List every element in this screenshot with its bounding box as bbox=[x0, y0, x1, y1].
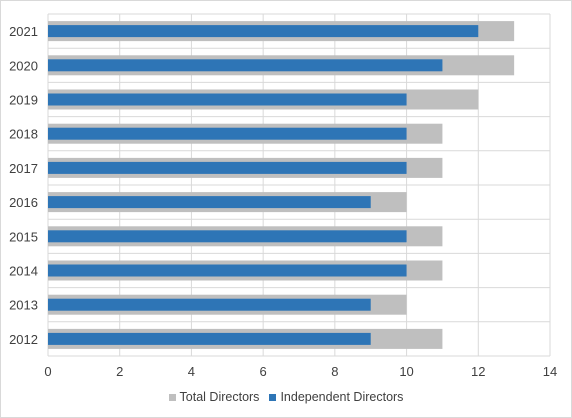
bar-independent-directors bbox=[48, 196, 371, 209]
bar-independent-directors bbox=[48, 264, 407, 277]
legend-item-independent: Independent Directors bbox=[269, 390, 403, 404]
y-tick-label: 2015 bbox=[9, 229, 38, 244]
y-tick-label: 2018 bbox=[9, 127, 38, 142]
y-tick-label: 2019 bbox=[9, 93, 38, 108]
x-tick-label: 4 bbox=[188, 364, 195, 379]
legend: Total Directors Independent Directors bbox=[0, 390, 572, 404]
bar-independent-directors bbox=[48, 230, 407, 243]
x-tick-label: 6 bbox=[260, 364, 267, 379]
y-tick-label: 2013 bbox=[9, 298, 38, 313]
y-tick-label: 2012 bbox=[9, 332, 38, 347]
legend-swatch-independent bbox=[269, 393, 277, 401]
x-tick-label: 2 bbox=[116, 364, 123, 379]
legend-label-independent: Independent Directors bbox=[280, 390, 404, 404]
legend-item-total: Total Directors bbox=[168, 390, 260, 404]
legend-swatch-total bbox=[168, 393, 176, 401]
bar-independent-directors bbox=[48, 59, 443, 72]
bar-independent-directors bbox=[48, 25, 479, 38]
y-tick-label: 2014 bbox=[9, 264, 38, 279]
bar-independent-directors bbox=[48, 161, 407, 174]
x-tick-label: 0 bbox=[44, 364, 51, 379]
x-tick-label: 10 bbox=[399, 364, 413, 379]
x-tick-label: 8 bbox=[331, 364, 338, 379]
y-tick-label: 2017 bbox=[9, 161, 38, 176]
y-tick-label: 2020 bbox=[9, 58, 38, 73]
bar-independent-directors bbox=[48, 298, 371, 311]
bar-independent-directors bbox=[48, 93, 407, 106]
y-tick-label: 2021 bbox=[9, 24, 38, 39]
legend-label-total: Total Directors bbox=[179, 390, 260, 404]
bar-independent-directors bbox=[48, 127, 407, 140]
x-tick-label: 14 bbox=[543, 364, 557, 379]
x-tick-label: 12 bbox=[471, 364, 485, 379]
bar-independent-directors bbox=[48, 332, 371, 345]
y-tick-label: 2016 bbox=[9, 195, 38, 210]
